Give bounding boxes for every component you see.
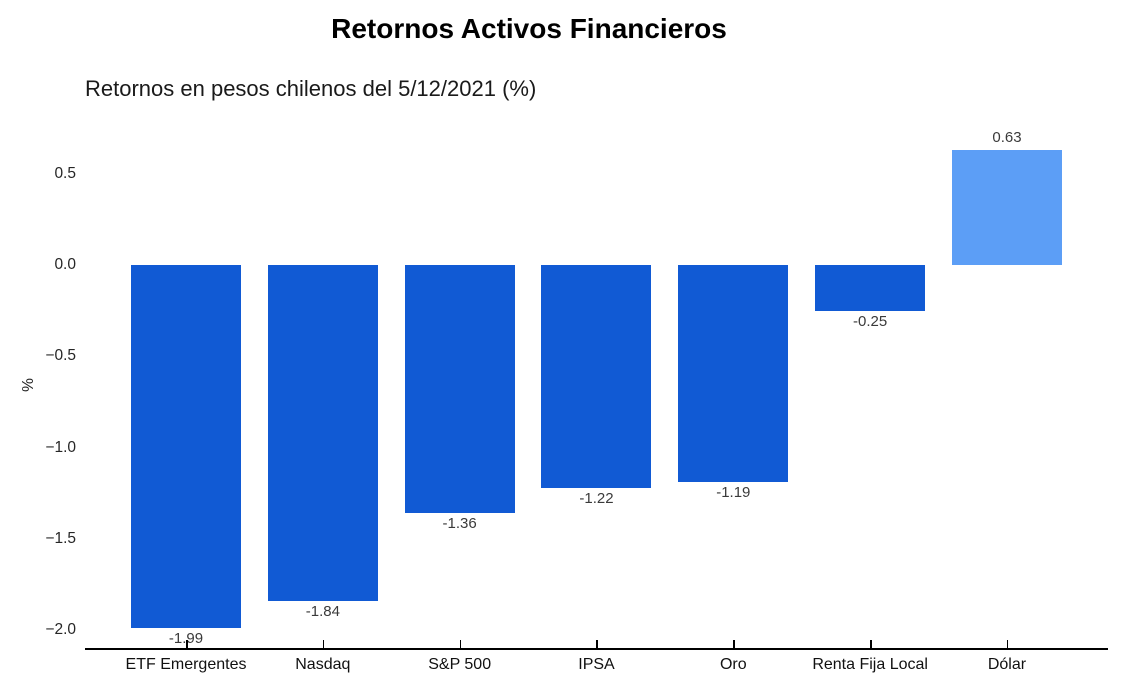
bar-value-label: -1.84: [305, 602, 340, 620]
x-axis-tick: [459, 640, 462, 648]
bar-value-label: -1.99: [168, 630, 204, 648]
category-label-IPSA: IPSA: [578, 656, 615, 673]
bar-Dólar: [951, 150, 1062, 265]
x-axis-tick: [1006, 640, 1009, 648]
bar-value-label: 0.63: [992, 129, 1022, 147]
chart-subtitle: Retornos en pesos chilenos del 5/12/2021…: [85, 76, 537, 101]
x-axis-line: [85, 648, 1108, 650]
x-axis-tick: [870, 640, 872, 648]
chart-title: Retornos Activos Financieros: [331, 13, 727, 44]
bar-Oro: [678, 265, 789, 483]
y-tick-label: −1.5: [45, 529, 76, 547]
y-tick-label: −1.0: [45, 438, 76, 456]
y-tick-label: −0.5: [45, 347, 76, 365]
category-label-S&P 500: S&P 500: [428, 656, 492, 673]
bar-value-label: -1.22: [579, 489, 614, 507]
bar-value-label: -0.25: [853, 312, 888, 330]
bar-value-label: -1.19: [716, 484, 751, 502]
x-axis-tick: [186, 640, 188, 648]
x-axis-tick: [596, 640, 598, 648]
category-label-ETF Emergentes: ETF Emergentes: [125, 656, 247, 673]
bar-IPSA: [541, 265, 652, 488]
bar-Nasdaq: [267, 265, 378, 601]
category-label-Nasdaq: Nasdaq: [295, 656, 351, 673]
category-label-Dólar: Dólar: [987, 656, 1027, 673]
bar-S&P 500: [404, 265, 515, 514]
category-label-Renta Fija Local: Renta Fija Local: [812, 656, 928, 673]
y-tick-label: −2.0: [45, 621, 76, 638]
category-label-Oro: Oro: [719, 656, 747, 673]
bar-Renta Fija Local: [815, 265, 926, 311]
bar-ETF Emergentes: [131, 265, 241, 629]
y-axis-title: %: [20, 378, 37, 392]
y-tick-label: 0.5: [54, 164, 76, 182]
y-tick-label: 0.0: [54, 256, 76, 273]
x-axis-tick: [733, 640, 735, 648]
x-axis-tick: [322, 640, 325, 648]
bar-value-label: -1.36: [442, 515, 477, 533]
